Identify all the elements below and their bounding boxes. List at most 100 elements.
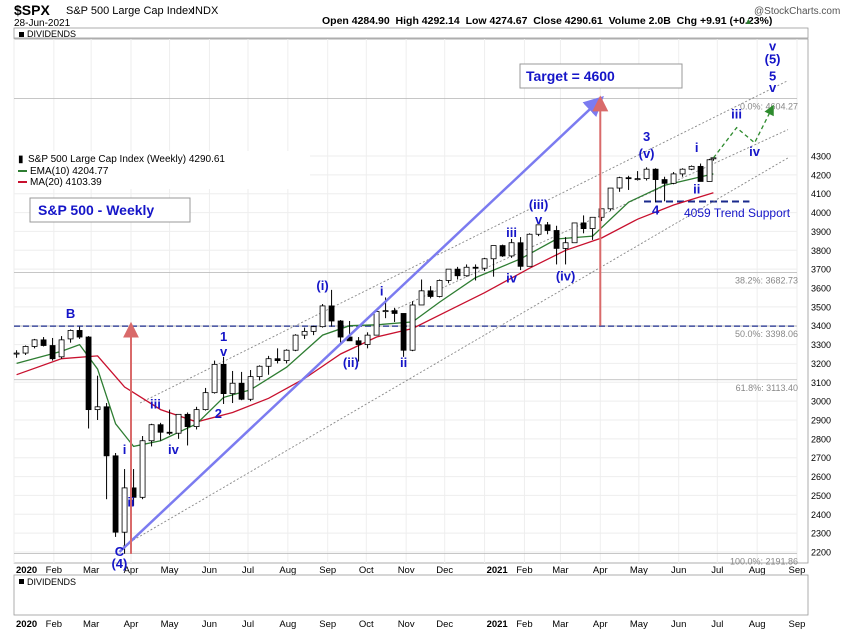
candle-body bbox=[283, 349, 290, 362]
x-tick-label: Mar bbox=[552, 565, 568, 576]
x-tick-label: 2020 bbox=[16, 565, 37, 576]
candle-body bbox=[274, 358, 281, 362]
candle-body bbox=[382, 310, 389, 313]
chart-date: 28-Jun-2021 bbox=[14, 18, 71, 29]
wave-label: i bbox=[695, 140, 699, 155]
candle-body bbox=[535, 224, 542, 235]
candle-body bbox=[175, 413, 182, 434]
legend-ema: EMA(10) 4204.77 bbox=[30, 166, 109, 177]
y-tick-label: 2200 bbox=[811, 548, 831, 558]
candle-body bbox=[688, 165, 695, 170]
candle-body bbox=[31, 339, 38, 347]
candle-body bbox=[607, 187, 614, 210]
candle-body bbox=[454, 268, 461, 277]
index-title: S&P 500 Large Cap Index bbox=[66, 5, 194, 17]
candle-body bbox=[319, 305, 326, 328]
dividends-top-marker bbox=[19, 32, 24, 37]
candle-body bbox=[706, 159, 713, 182]
x-tick-label-bottom: Dec bbox=[436, 619, 453, 630]
fib-label: 0.0%: 4604.27 bbox=[740, 102, 798, 112]
candle-body bbox=[292, 334, 299, 351]
wave-label: (ii) bbox=[343, 355, 359, 370]
dividends-bottom-label: DIVIDENDS bbox=[27, 577, 76, 587]
x-tick-label: May bbox=[630, 565, 648, 576]
wave-label: iv bbox=[168, 442, 180, 457]
quote-arrow-icon: ▲ bbox=[744, 16, 753, 26]
candle-body bbox=[643, 168, 650, 180]
wave-label: v bbox=[769, 38, 777, 53]
x-axis-bottom: 2020 Feb Mar Apr May Jun Jul Aug Sep Oct Nov Dec 202… bbox=[16, 619, 805, 630]
candle-body bbox=[391, 310, 398, 314]
wave-label: v bbox=[769, 80, 777, 95]
candle-body bbox=[112, 455, 119, 533]
candle-body bbox=[247, 376, 254, 400]
candle-body bbox=[49, 345, 56, 360]
candle-body bbox=[571, 222, 578, 244]
candle-body bbox=[481, 258, 488, 269]
x-tick-label-bottom: Apr bbox=[124, 619, 139, 630]
candle-body bbox=[76, 330, 83, 338]
candle-body bbox=[373, 311, 380, 336]
candle-body bbox=[436, 280, 443, 297]
candle-body bbox=[526, 233, 533, 267]
wave-label: iii bbox=[506, 225, 517, 240]
candle-body bbox=[265, 358, 272, 367]
green-projection-path bbox=[712, 104, 774, 159]
candle-body bbox=[427, 290, 434, 297]
candle-body bbox=[337, 320, 344, 338]
candle-body bbox=[679, 168, 686, 175]
wave-label: (iv) bbox=[556, 268, 576, 283]
candle-body bbox=[103, 406, 110, 457]
candle-body bbox=[490, 245, 497, 260]
candle-body bbox=[589, 216, 596, 230]
annotations bbox=[118, 95, 774, 554]
candle-body bbox=[697, 165, 704, 182]
candle-body bbox=[499, 245, 506, 257]
x-tick-label-bottom: Feb bbox=[516, 619, 532, 630]
candle-body bbox=[445, 268, 452, 281]
x-tick-label-bottom: Aug bbox=[749, 619, 766, 630]
x-tick-label: Oct bbox=[359, 565, 374, 576]
candle-body bbox=[139, 440, 146, 498]
x-tick-label-bottom: 2020 bbox=[16, 619, 37, 630]
x-tick-label: May bbox=[161, 565, 179, 576]
wave-label: i bbox=[123, 442, 127, 457]
exchange-label: INDX bbox=[192, 5, 219, 17]
x-tick-label-bottom: Aug bbox=[279, 619, 296, 630]
x-tick-label-bottom: Jul bbox=[711, 619, 723, 630]
y-tick-label: 3000 bbox=[811, 397, 831, 407]
candle-body bbox=[85, 336, 92, 411]
trend-channels bbox=[119, 80, 789, 549]
dividends-top-label: DIVIDENDS bbox=[27, 29, 76, 39]
wave-label: 3 bbox=[643, 129, 650, 144]
candle-body bbox=[193, 409, 200, 427]
x-tick-label: Aug bbox=[749, 565, 766, 576]
candle-body bbox=[517, 242, 524, 267]
y-tick-label: 3500 bbox=[811, 302, 831, 312]
weekly-callout-box bbox=[29, 197, 191, 223]
x-tick-label: Nov bbox=[398, 565, 415, 576]
x-tick-label-bottom: Jun bbox=[202, 619, 217, 630]
y-tick-label: 2400 bbox=[811, 510, 831, 520]
wave-label: (iii) bbox=[529, 197, 549, 212]
x-tick-label: Jun bbox=[671, 565, 686, 576]
candle-body bbox=[121, 487, 128, 533]
y-tick-label: 4300 bbox=[811, 152, 831, 162]
x-tick-label: Jun bbox=[202, 565, 217, 576]
fib-label: 100.0%: 2191.86 bbox=[730, 557, 798, 567]
candle-body bbox=[710, 157, 717, 160]
y-axis: 2200 2300 2400 2500 2600 2700 2800 2900 3000 3100… bbox=[811, 152, 831, 558]
candle-body bbox=[670, 173, 677, 184]
y-tick-label: 2300 bbox=[811, 529, 831, 539]
candle-body bbox=[220, 363, 227, 395]
x-tick-label-bottom: Sep bbox=[319, 619, 336, 630]
x-tick-label-bottom: Sep bbox=[789, 619, 806, 630]
candle-body bbox=[40, 339, 47, 346]
candle-body bbox=[562, 242, 569, 249]
y-tick-label: 2600 bbox=[811, 472, 831, 482]
candlesticks bbox=[13, 157, 717, 554]
candle-body bbox=[22, 346, 29, 354]
wave-label: ii bbox=[693, 182, 700, 197]
